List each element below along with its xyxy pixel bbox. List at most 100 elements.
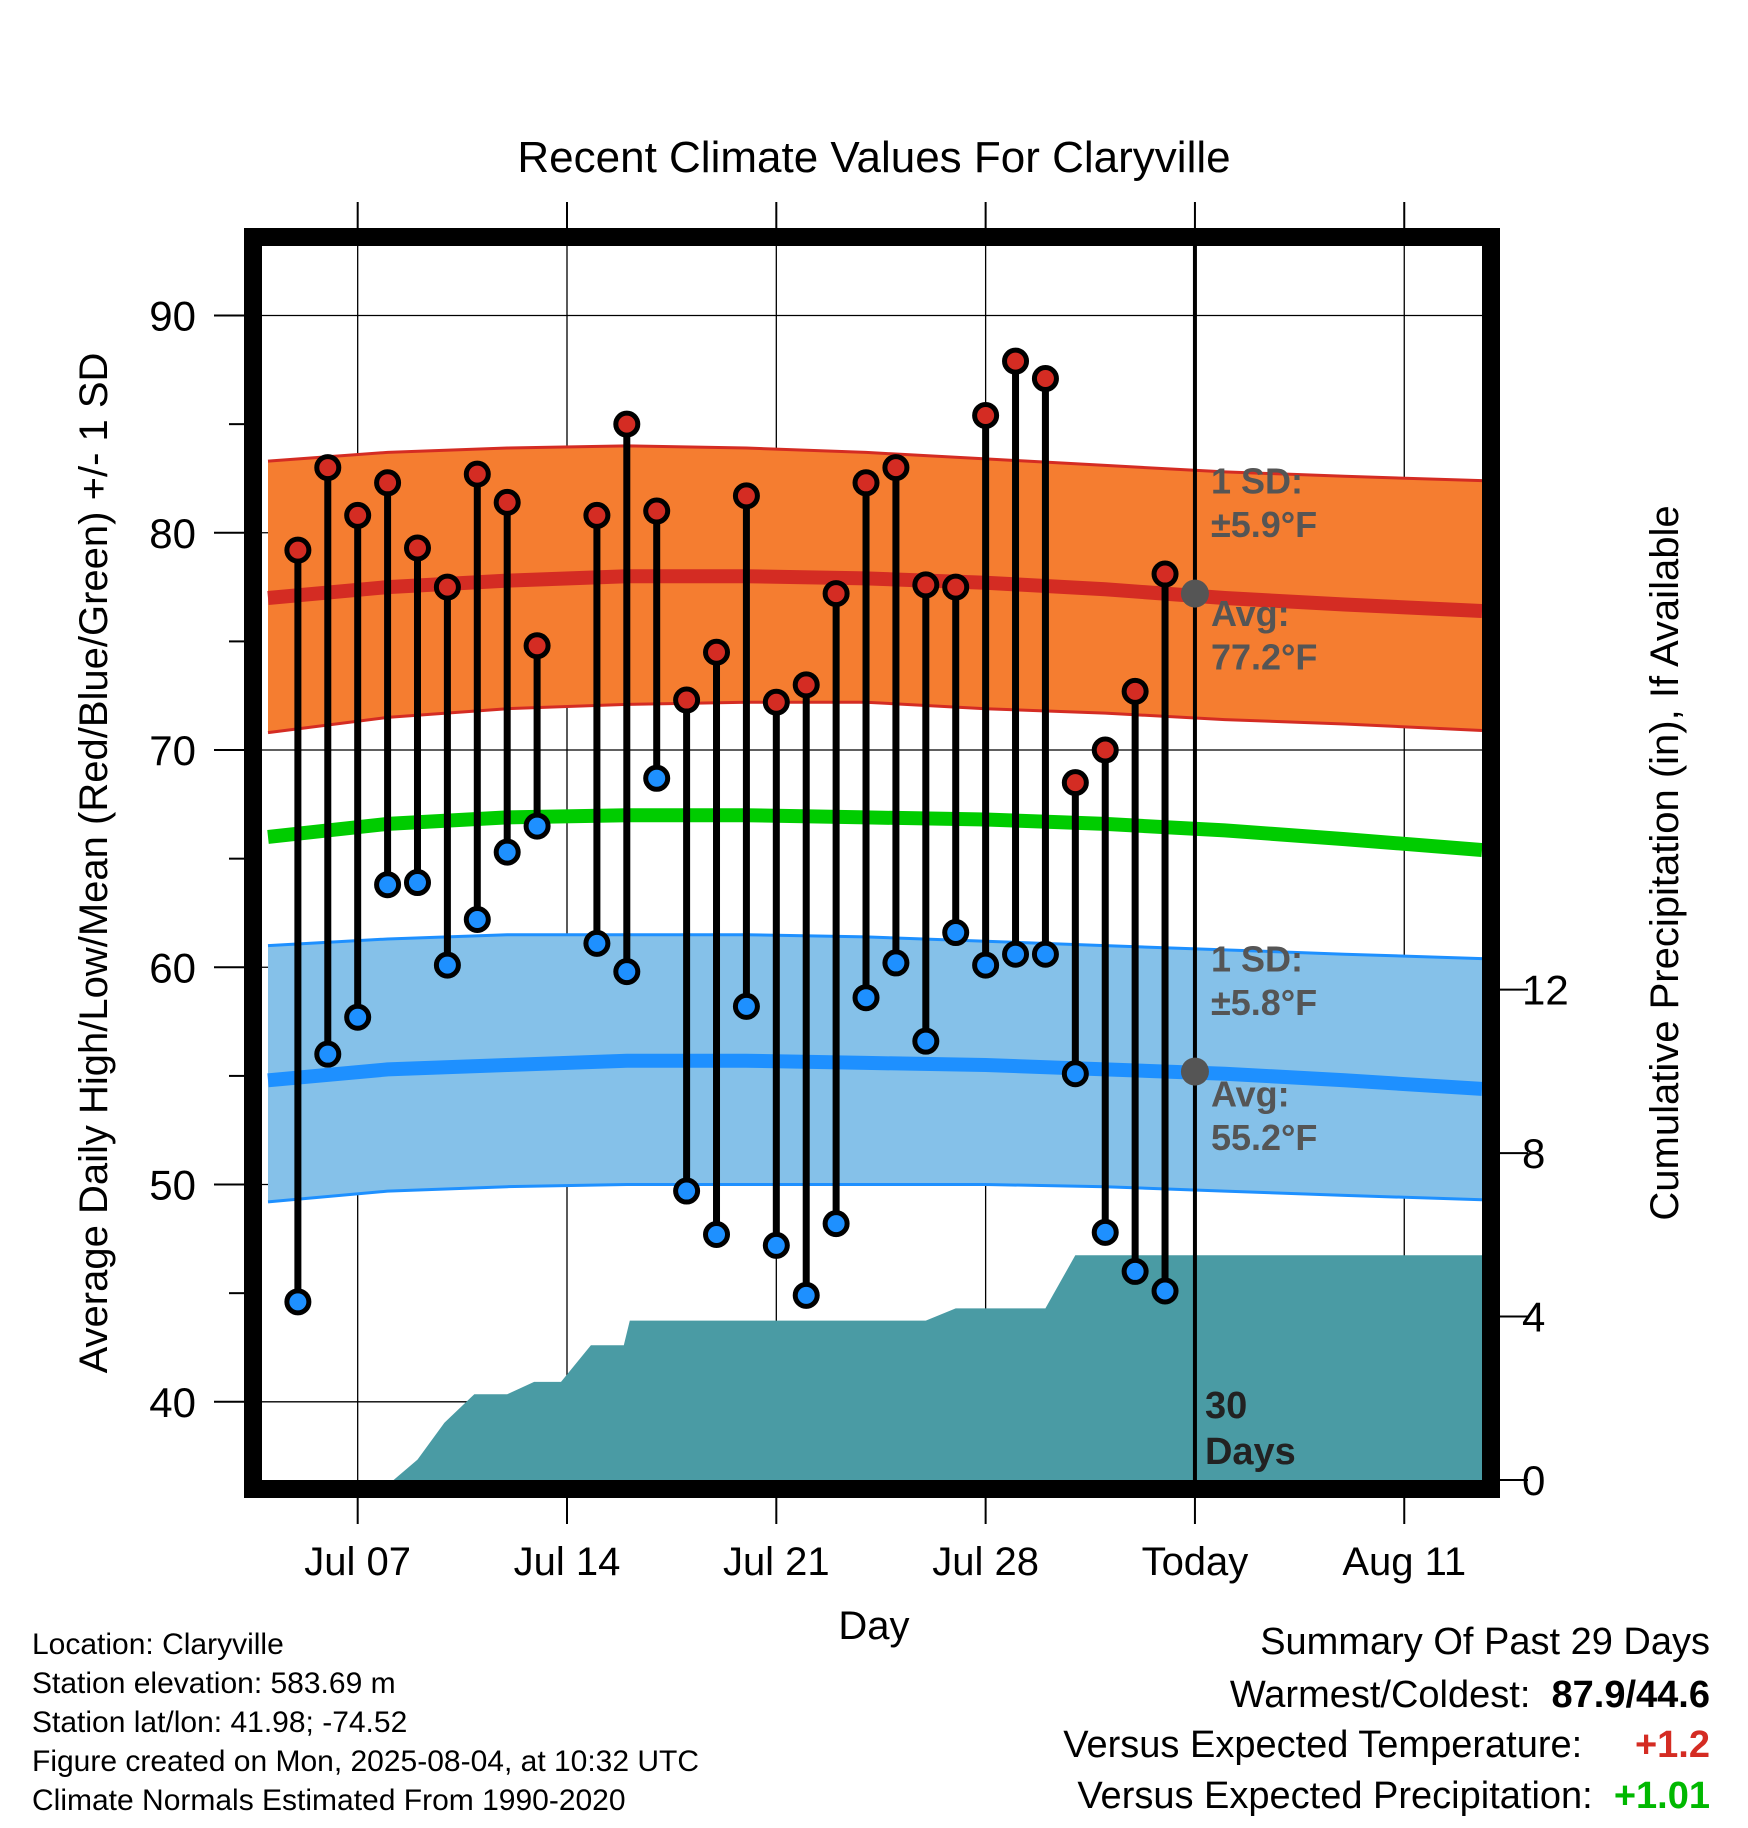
x-tick-label-0: Jul 07 (304, 1540, 411, 1584)
high-sd-upper-edge (267, 444, 1482, 483)
obs-low-point-23 (1002, 940, 1030, 968)
obs-high-point-8 (523, 632, 551, 660)
obs-low-point-24 (1031, 940, 1059, 968)
obs-low-point-2 (344, 1003, 372, 1031)
obs-low-point-26 (1091, 1218, 1119, 1246)
obs-high-point-23 (1002, 347, 1030, 375)
obs-low-point-15 (762, 1231, 790, 1259)
window-days-number: 30 (1205, 1385, 1247, 1427)
x-tick-label-2: Jul 21 (723, 1540, 830, 1584)
info-elevation: Station elevation: 583.69 m (32, 1667, 396, 1700)
obs-low-point-0 (284, 1288, 312, 1316)
obs-high-point-12 (673, 686, 701, 714)
obs-high-point-13 (703, 638, 731, 666)
obs-low-point-7 (493, 838, 521, 866)
y-tick-label-5: 90 (149, 293, 196, 340)
summary-temp: Versus Expected Temperature: +1.2 (1063, 1726, 1710, 1764)
y2-axis-label: Cumulative Precipitation (in), If Availa… (1643, 505, 1687, 1220)
obs-high-point-16 (792, 671, 820, 699)
obs-high-point-17 (822, 580, 850, 608)
window-days-unit: Days (1205, 1431, 1296, 1473)
y-tick-label-3: 70 (149, 727, 196, 774)
obs-high-point-28 (1151, 560, 1179, 588)
plot-frame (244, 228, 1500, 1498)
obs-low-point-20 (912, 1027, 940, 1055)
warm-cold-value: 87.9/44.6 (1551, 1674, 1710, 1716)
obs-high-point-26 (1091, 736, 1119, 764)
x-tick-label-4: Today (1142, 1540, 1249, 1584)
info-latlon: Station lat/lon: 41.98; -74.52 (32, 1706, 408, 1739)
obs-low-point-3 (374, 871, 402, 899)
y-tick-label-1: 50 (149, 1162, 196, 1209)
x-axis-label: Day (838, 1604, 909, 1648)
obs-high-point-20 (912, 571, 940, 599)
obs-low-point-17 (822, 1210, 850, 1238)
high-sd-value: ±5.9°F (1211, 504, 1317, 545)
obs-high-point-5 (433, 573, 461, 601)
summary-title: Summary Of Past 29 Days (1260, 1621, 1710, 1663)
high-sd-label: 1 SD: (1211, 461, 1303, 502)
warm-cold-label: Warmest/Coldest: (1229, 1674, 1531, 1716)
obs-low-point-19 (882, 949, 910, 977)
y-axis-label: Average Daily High/Low/Mean (Red/Blue/Gr… (72, 353, 116, 1374)
y-tick-label-4: 80 (149, 510, 196, 557)
obs-high-point-15 (762, 688, 790, 716)
obs-high-point-11 (643, 497, 671, 525)
obs-low-point-10 (613, 958, 641, 986)
y2-tick-label-0: 0 (1522, 1457, 1545, 1504)
obs-high-point-24 (1031, 365, 1059, 393)
y-tick-label-0: 40 (149, 1379, 196, 1426)
obs-high-point-9 (583, 501, 611, 529)
obs-high-point-18 (852, 469, 880, 497)
obs-high-point-10 (613, 410, 641, 438)
obs-low-point-13 (703, 1221, 731, 1249)
temp-label: Versus Expected Temperature: (1063, 1724, 1583, 1766)
x-tick-label-3: Jul 28 (932, 1540, 1039, 1584)
obs-low-point-1 (314, 1040, 342, 1068)
obs-low-point-4 (403, 869, 431, 897)
precip-value: +1.01 (1613, 1775, 1710, 1817)
obs-low-point-9 (583, 929, 611, 957)
precip-cumulative-area (297, 1255, 1482, 1480)
obs-low-point-22 (972, 951, 1000, 979)
info-created: Figure created on Mon, 2025-08-04, at 10… (32, 1745, 700, 1778)
obs-high-point-19 (882, 454, 910, 482)
obs-low-point-16 (792, 1281, 820, 1309)
obs-low-point-21 (942, 919, 970, 947)
info-location: Location: Claryville (32, 1628, 284, 1661)
low-avg-label: Avg: (1211, 1073, 1290, 1114)
low-avg-value: 55.2°F (1211, 1117, 1317, 1158)
obs-high-point-3 (374, 469, 402, 497)
obs-low-point-11 (643, 764, 671, 792)
obs-low-point-18 (852, 984, 880, 1012)
low-sd-label: 1 SD: (1211, 939, 1303, 980)
x-tick-label-5: Aug 11 (1342, 1540, 1466, 1584)
obs-high-point-0 (284, 536, 312, 564)
high-avg-marker (1180, 579, 1209, 608)
obs-high-point-21 (942, 573, 970, 601)
x-tick-label-1: Jul 14 (514, 1540, 621, 1584)
obs-low-point-5 (433, 951, 461, 979)
y2-tick-label-2: 8 (1522, 1130, 1545, 1177)
obs-high-point-6 (463, 460, 491, 488)
low-normal-line (267, 1053, 1482, 1096)
temp-value: +1.2 (1634, 1724, 1710, 1766)
obs-low-point-25 (1061, 1060, 1089, 1088)
obs-low-point-8 (523, 812, 551, 840)
obs-high-point-1 (314, 454, 342, 482)
high-avg-label: Avg: (1211, 593, 1290, 634)
low-sd-lower-edge (267, 1183, 1482, 1204)
obs-high-point-25 (1061, 769, 1089, 797)
high-avg-value: 77.2°F (1211, 637, 1317, 678)
obs-low-point-14 (732, 992, 760, 1020)
obs-high-point-4 (403, 534, 431, 562)
y-tick-label-2: 60 (149, 944, 196, 991)
obs-high-point-22 (972, 401, 1000, 429)
obs-high-point-2 (344, 501, 372, 529)
low-sd-value: ±5.8°F (1211, 982, 1317, 1023)
obs-low-point-12 (673, 1177, 701, 1205)
info-normals: Climate Normals Estimated From 1990-2020 (32, 1784, 626, 1817)
